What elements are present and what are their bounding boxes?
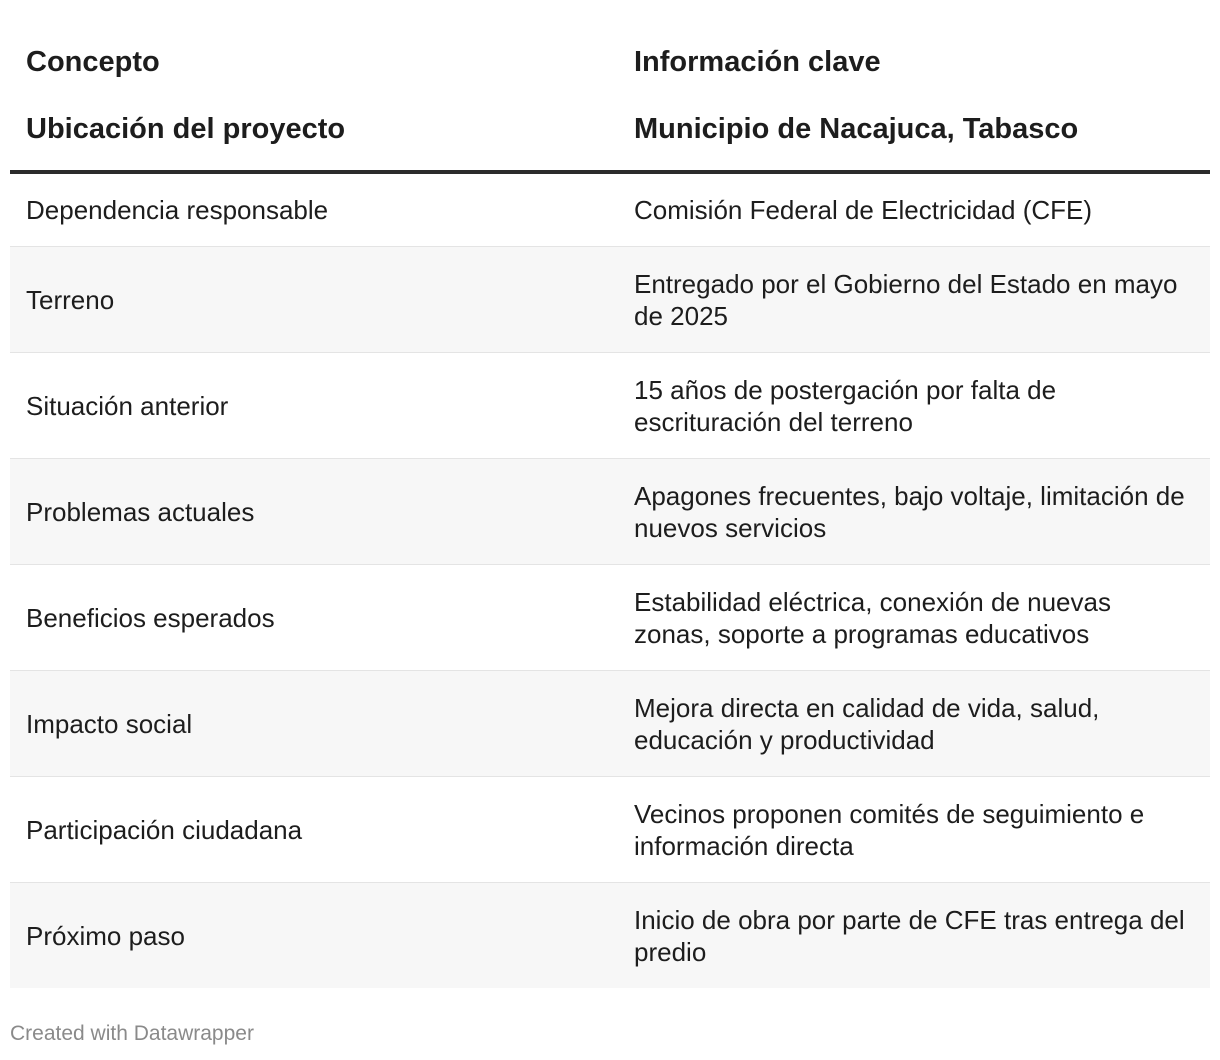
- table-row: Participación ciudadana Vecinos proponen…: [10, 776, 1210, 883]
- data-table-container: Concepto Información clave Ubicación del…: [10, 0, 1210, 988]
- table-body: Dependencia responsable Comisión Federal…: [10, 172, 1210, 988]
- row-value-cell: Mejora directa en calidad de vida, salud…: [618, 670, 1210, 777]
- table-row: Terreno Entregado por el Gobierno del Es…: [10, 246, 1210, 353]
- row-value-cell: Estabilidad eléctrica, conexión de nueva…: [618, 564, 1210, 671]
- header-row: Concepto Información clave: [10, 0, 1210, 94]
- row-concept-cell: Problemas actuales: [10, 458, 618, 565]
- row-concept-cell: Impacto social: [10, 670, 618, 777]
- table-row: Beneficios esperados Estabilidad eléctri…: [10, 564, 1210, 671]
- row-value-cell: 15 años de postergación por falta de esc…: [618, 352, 1210, 459]
- row-concept-cell: Dependencia responsable: [10, 172, 618, 247]
- row-concept-cell: Situación anterior: [10, 352, 618, 459]
- table-row: Dependencia responsable Comisión Federal…: [10, 172, 1210, 247]
- row-value-cell: Vecinos proponen comités de seguimiento …: [618, 776, 1210, 883]
- header-cell-value: Municipio de Nacajuca, Tabasco: [618, 94, 1210, 174]
- row-concept-cell: Beneficios esperados: [10, 564, 618, 671]
- row-concept-cell: Participación ciudadana: [10, 776, 618, 883]
- table-row: Impacto social Mejora directa en calidad…: [10, 670, 1210, 777]
- table-row: Problemas actuales Apagones frecuentes, …: [10, 458, 1210, 565]
- table-row: Situación anterior 15 años de postergaci…: [10, 352, 1210, 459]
- header-cell-concept: Ubicación del proyecto: [10, 94, 618, 174]
- row-value-cell: Entregado por el Gobierno del Estado en …: [618, 246, 1210, 353]
- row-value-cell: Inicio de obra por parte de CFE tras ent…: [618, 882, 1210, 988]
- row-value-cell: Comisión Federal de Electricidad (CFE): [618, 172, 1210, 247]
- table-row: Próximo paso Inicio de obra por parte de…: [10, 882, 1210, 988]
- header-row-secondary: Ubicación del proyecto Municipio de Naca…: [10, 94, 1210, 174]
- column-header-informacion-clave: Información clave: [634, 45, 881, 78]
- row-value-cell: Apagones frecuentes, bajo voltaje, limit…: [618, 458, 1210, 565]
- datawrapper-credit[interactable]: Created with Datawrapper: [10, 1022, 254, 1045]
- row-concept-cell: Próximo paso: [10, 882, 618, 988]
- column-header-concepto: Concepto: [26, 45, 160, 78]
- table-header: Concepto Información clave Ubicación del…: [10, 0, 1210, 174]
- row-concept-cell: Terreno: [10, 246, 618, 353]
- data-table: Concepto Información clave Ubicación del…: [10, 0, 1210, 988]
